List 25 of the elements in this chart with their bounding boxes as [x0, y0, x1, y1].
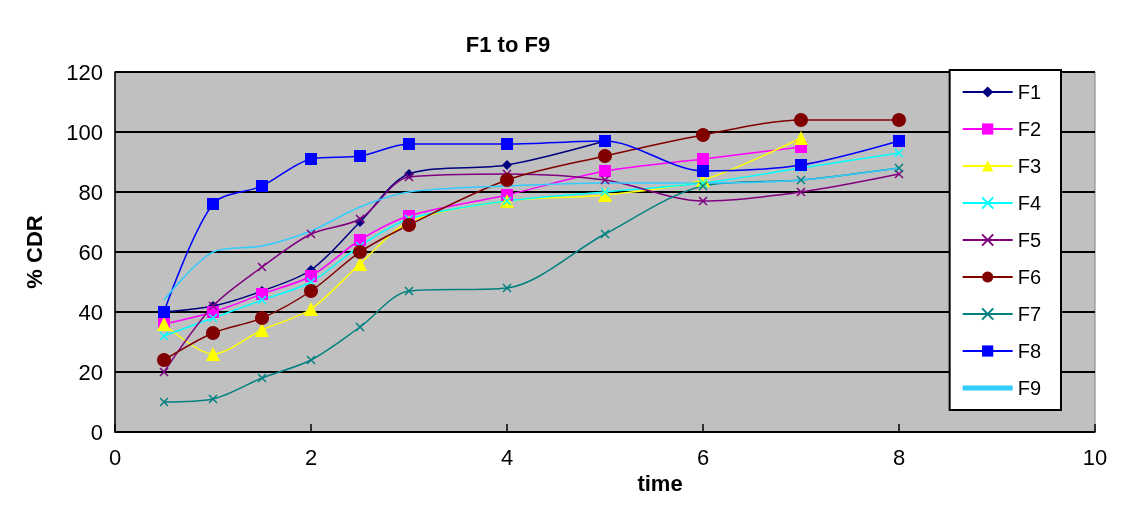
y-tick-label: 0: [90, 419, 103, 445]
x-axis-title: time: [637, 471, 683, 497]
y-tick-label: 20: [78, 359, 103, 385]
y-tick-label: 80: [78, 179, 103, 205]
chart-title: F1 to F9: [465, 31, 551, 57]
y-tick-label: 60: [78, 239, 103, 265]
x-tick-label: 8: [892, 444, 906, 470]
y-tick-label: 100: [66, 119, 103, 145]
legend-label: F7: [1017, 303, 1041, 325]
legend-label: F3: [1017, 155, 1041, 177]
legend-label: F9: [1017, 377, 1041, 399]
x-tick-label: 10: [1082, 444, 1108, 470]
legend-label: F1: [1017, 81, 1041, 103]
legend-label: F6: [1017, 266, 1041, 288]
y-tick-label: 40: [78, 299, 103, 325]
legend-label: F5: [1017, 229, 1041, 251]
y-axis-title: % CDR: [21, 215, 47, 289]
legend-label: F4: [1017, 192, 1041, 214]
x-tick-label: 4: [500, 444, 514, 470]
y-tick-label: 120: [66, 59, 103, 85]
legend-label: F2: [1017, 118, 1041, 140]
x-tick-label: 0: [108, 444, 122, 470]
x-tick-label: 2: [304, 444, 318, 470]
x-tick-label: 6: [696, 444, 710, 470]
legend-label: F8: [1017, 340, 1041, 362]
